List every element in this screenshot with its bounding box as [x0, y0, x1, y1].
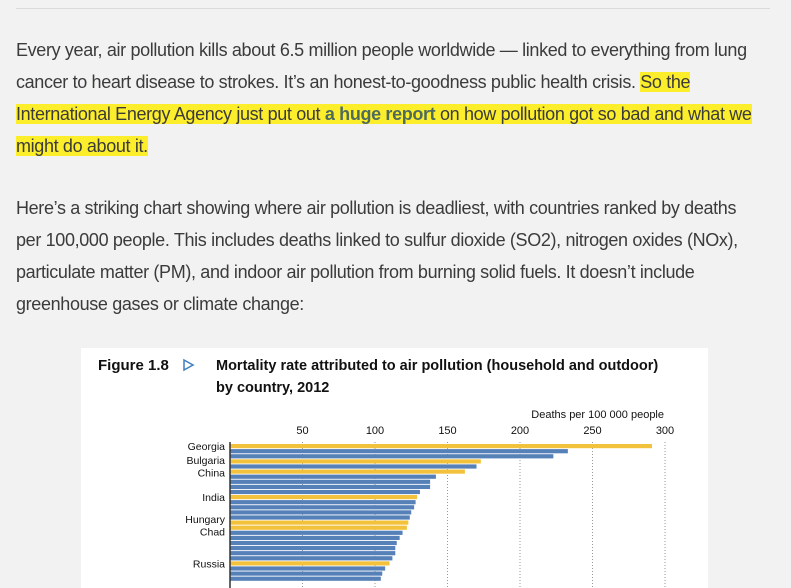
bar-country-26 [230, 576, 381, 581]
bar-country-9 [230, 489, 420, 495]
x-axis-label: Deaths per 100 000 people [531, 409, 664, 421]
bar-country-1 [230, 449, 568, 454]
bar-india [230, 495, 418, 500]
category-label: Bulgaria [186, 455, 225, 467]
huge-report-link[interactable]: a huge report [324, 104, 436, 124]
category-label: China [198, 468, 226, 480]
bar-country-21 [230, 551, 396, 556]
bar-country-7 [230, 479, 431, 484]
highlight-text-a: So the International Energy Agency just … [16, 72, 691, 124]
figure-label: Figure 1.8 [98, 357, 169, 374]
article-paragraph-1: Every year, air pollution kills about 6.… [16, 34, 756, 162]
bar-russia [230, 561, 390, 566]
x-tick-label: 100 [366, 425, 384, 437]
category-label: Chad [200, 526, 225, 538]
highlight-text-b: on how pollution got so bad and what we … [16, 104, 752, 156]
article-paragraph-2: Here’s a striking chart showing where ai… [16, 198, 738, 314]
bar-country-25 [230, 571, 383, 576]
x-tick-label: 150 [438, 425, 456, 437]
x-tick-label: 50 [296, 425, 308, 437]
category-label: Georgia [188, 441, 226, 453]
bar-country-20 [230, 546, 396, 551]
top-divider [16, 8, 770, 9]
bar-country-24 [230, 566, 386, 571]
mortality-chart-figure: Figure 1.8 Mortality rate attributed to … [81, 348, 708, 588]
bar-china [230, 469, 465, 474]
category-label: India [202, 492, 225, 504]
chart-title-line2: by country, 2012 [216, 380, 329, 396]
x-tick-label: 300 [656, 425, 674, 437]
bar-hungary [230, 520, 409, 525]
bar-bulgaria [230, 459, 481, 464]
bar-country-12 [230, 505, 415, 510]
category-label: Russia [193, 558, 225, 570]
category-label: Hungary [185, 514, 225, 526]
x-tick-label: 200 [511, 425, 529, 437]
x-tick-label: 250 [583, 425, 601, 437]
paragraph-text: Every year, air pollution kills about 6.… [16, 40, 747, 92]
bar-country-19 [230, 540, 397, 546]
bar-georgia [230, 444, 652, 449]
bar-country-22 [230, 556, 393, 561]
bar-country-8 [230, 484, 431, 489]
bar-country-6 [230, 474, 436, 479]
bar-country-11 [230, 500, 416, 505]
bar-country-14 [230, 515, 410, 520]
bar-country-4 [230, 464, 477, 469]
bar-chad [230, 525, 407, 530]
bar-country-13 [230, 510, 412, 515]
bar-country-17 [230, 530, 403, 535]
bar-country-18 [230, 535, 400, 540]
figure-triangle-icon [183, 358, 195, 372]
chart-title-line1: Mortality rate attributed to air polluti… [216, 358, 658, 374]
bar-country-2 [230, 454, 554, 459]
